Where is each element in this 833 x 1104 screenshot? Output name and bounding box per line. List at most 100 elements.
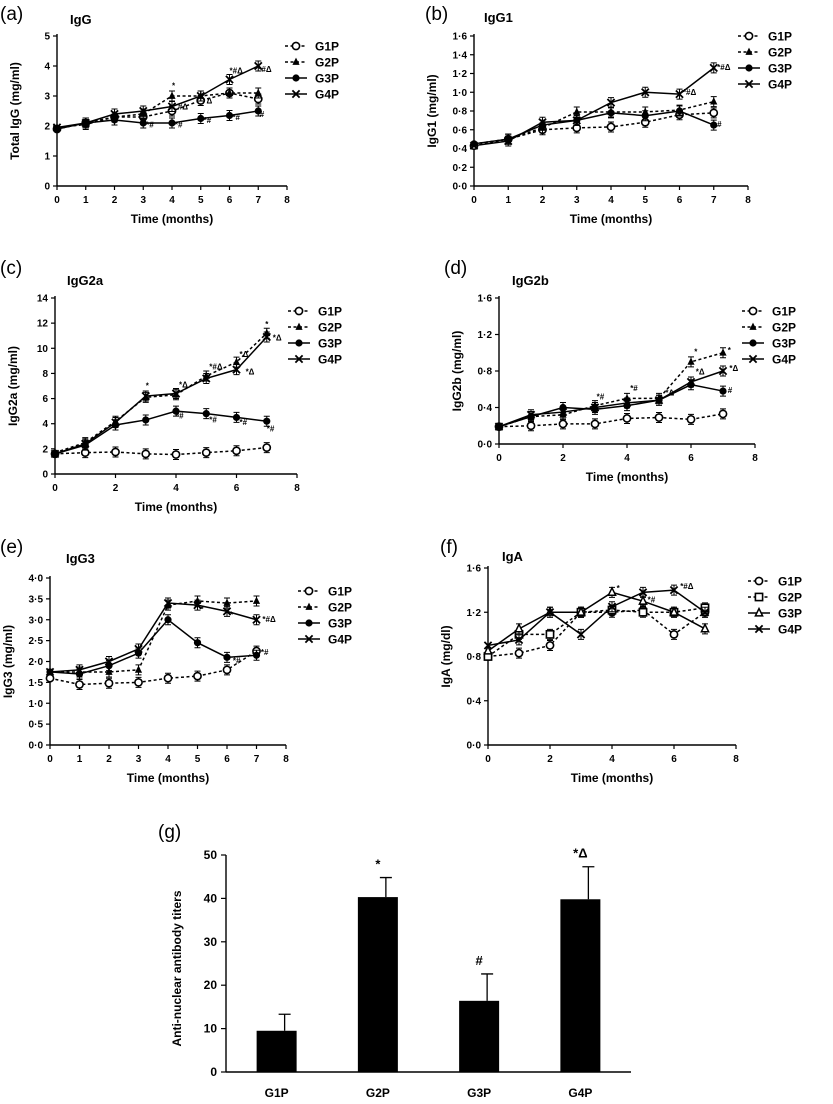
data-point-g4p (545, 608, 555, 617)
x-axis-label: Time (months) (131, 212, 213, 226)
data-point-g4p (81, 439, 90, 449)
legend-label: G3P (315, 72, 339, 86)
legend-marker (305, 602, 313, 610)
significance-marker: *# (648, 595, 656, 604)
x-tick-label: 8 (752, 453, 758, 464)
x-tick-label: 2 (560, 453, 566, 464)
y-axis-label: IgG3 (mg/ml) (1, 625, 15, 698)
series-line-g3p (54, 410, 267, 455)
data-point-g4p (504, 136, 513, 146)
significance-marker: *#Δ (717, 63, 731, 72)
y-tick-label: 12 (37, 319, 49, 330)
significance-marker: * (172, 82, 176, 91)
data-point-g4p (171, 389, 181, 398)
legend-marker (748, 306, 758, 316)
x-tick-label: 6 (224, 754, 230, 765)
significance-marker: *# (175, 121, 183, 130)
y-tick-label: 0·4 (478, 403, 493, 414)
significance-marker: *#Δ (262, 615, 276, 624)
panel-label: (g) (158, 822, 181, 843)
data-point-g4p (111, 418, 120, 427)
series-line-g4p (49, 602, 257, 673)
data-point-g3p (197, 114, 205, 123)
panel-g-ana-bar-chart: (g) 0 10 20 30 40 50 Anti-nuclear antibody tite… (158, 822, 631, 1100)
y-tick-label: 0 (210, 1065, 217, 1079)
x-tick-label: 4 (609, 754, 615, 765)
significance-marker: *Δ (273, 334, 282, 343)
legend-marker (754, 576, 764, 586)
y-axis-label: IgA (mg/dl) (439, 625, 453, 687)
legend-label: G1P (318, 305, 342, 319)
x-axis-label: Time (months) (127, 771, 209, 785)
y-tick-label: 14 (37, 294, 49, 305)
data-point-g1p (111, 447, 120, 457)
y-tick-label: 0·0 (453, 182, 468, 193)
y-tick-label: 4·0 (29, 574, 44, 585)
data-point-g1p (709, 108, 719, 118)
x-tick-label: 8 (745, 195, 751, 206)
panel-label: (a) (0, 4, 23, 25)
y-axis-label: IgG2b (mg/ml) (450, 331, 464, 412)
data-point-g4p (576, 630, 586, 639)
significance-marker: *Δ (240, 350, 249, 359)
panel-title: IgG2a (67, 273, 104, 288)
y-tick-label: 1·0 (453, 88, 468, 99)
significance-marker: # (476, 953, 484, 968)
series-line-g4p (473, 67, 715, 147)
y-tick-label: 1·6 (478, 294, 493, 305)
data-point-g3p (576, 606, 586, 616)
y-tick-label: 1·6 (453, 32, 468, 43)
significance-marker: *#Δ (683, 88, 697, 97)
y-tick-label: 5 (44, 32, 50, 43)
legend-label: G4P (315, 88, 339, 102)
data-point-g3p (168, 119, 176, 127)
significance-marker: # (260, 110, 265, 119)
data-point-g1p (134, 677, 143, 687)
data-point-g1p (669, 629, 679, 639)
legend-label: G3P (328, 617, 352, 631)
legend-marker (292, 74, 300, 82)
data-point-g4p (514, 635, 524, 645)
panel-label: (e) (0, 537, 23, 558)
legend-label: G4P (328, 633, 352, 647)
data-point-g4p (262, 332, 271, 342)
data-point-g4p (232, 365, 241, 374)
significance-marker: * (694, 348, 698, 357)
legend-label: G2P (315, 56, 339, 70)
series-line-g3p (498, 383, 724, 428)
data-point-g4p (538, 118, 547, 127)
series-line-g2p (487, 607, 706, 658)
x-axis-label: Time (months) (135, 500, 217, 514)
y-tick-label: 10 (204, 1022, 218, 1036)
bar-g2p (357, 897, 398, 1072)
significance-marker: *#Δ (258, 65, 272, 74)
bar-g1p (256, 1030, 297, 1072)
y-tick-label: 0·2 (453, 163, 468, 174)
significance-marker: * (617, 584, 621, 593)
y-tick-label: 2 (42, 444, 48, 455)
data-point-g3p (607, 586, 617, 596)
y-tick-label: 1 (44, 152, 50, 163)
x-tick-label: 2 (547, 754, 553, 765)
data-point-g4p (718, 366, 728, 376)
significance-marker: *Δ (696, 368, 705, 377)
x-tick-label: 2 (112, 195, 118, 206)
y-tick-label: 0·6 (453, 125, 468, 136)
x-tick-label: 8 (733, 754, 739, 765)
significance-marker: * (375, 857, 381, 872)
panel-title: IgA (502, 549, 524, 564)
bar-g3p (459, 1000, 500, 1072)
x-tick-label: 7 (254, 754, 260, 765)
data-point-g4p (709, 63, 718, 73)
data-point-g4p (572, 116, 581, 125)
data-point-g3p (710, 121, 718, 129)
data-point-g1p (590, 419, 600, 429)
data-point-g2p (573, 107, 581, 115)
x-tick-label: 0 (47, 754, 53, 765)
panel-f-iga-chart: (f) IgA 0 2 4 6 8 0·0 0·4 0·8 1·2 1·6 Time (months) I… (439, 537, 802, 785)
data-point-g1p (545, 641, 555, 650)
y-tick-label: 0 (44, 182, 50, 193)
x-tick-label: 6 (688, 453, 694, 464)
significance-marker: # (728, 386, 733, 395)
y-tick-label: 0·4 (453, 144, 468, 155)
